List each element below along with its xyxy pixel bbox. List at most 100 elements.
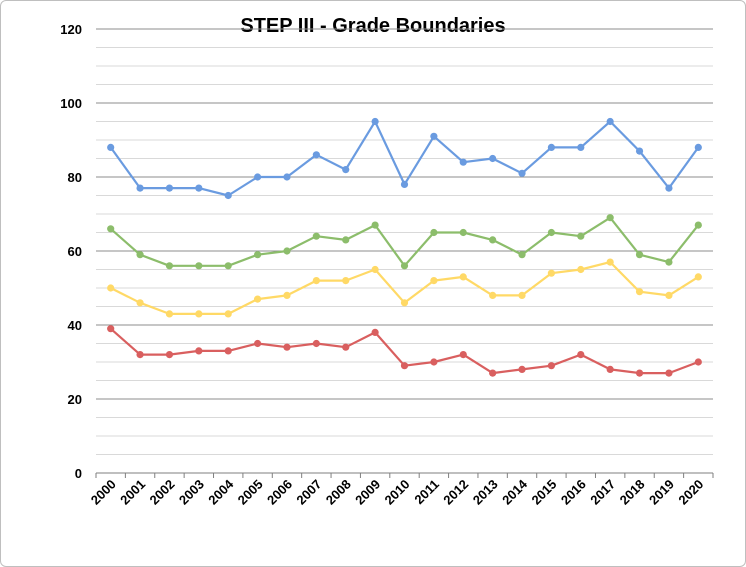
x-tick-label: 2011 xyxy=(411,477,442,508)
data-point xyxy=(165,184,174,192)
data-point xyxy=(371,117,379,126)
x-tick-label: 2017 xyxy=(587,477,618,508)
data-point xyxy=(635,147,644,155)
x-tick-label: 2000 xyxy=(88,477,119,508)
x-axis: 2000200120022003200420052006200720082009… xyxy=(88,472,714,508)
data-point xyxy=(224,262,232,270)
x-tick-label: 2012 xyxy=(440,477,471,508)
x-tick-label: 2002 xyxy=(147,477,178,508)
data-point xyxy=(342,166,350,174)
y-tick-label: 80 xyxy=(68,170,82,185)
data-point xyxy=(283,247,291,255)
data-point xyxy=(489,236,497,244)
data-point xyxy=(107,325,115,333)
data-point xyxy=(136,299,144,307)
data-point xyxy=(224,310,232,318)
x-tick-label: 2019 xyxy=(646,477,677,508)
data-point xyxy=(195,310,203,318)
series-layer xyxy=(107,117,702,377)
data-point xyxy=(253,339,262,348)
data-point xyxy=(547,362,556,370)
data-point xyxy=(283,173,291,181)
data-point xyxy=(606,214,614,222)
x-tick-label: 2015 xyxy=(528,477,559,508)
data-point xyxy=(400,362,409,370)
series-1 xyxy=(107,117,702,200)
data-point xyxy=(312,277,320,285)
data-point xyxy=(195,262,203,270)
data-point xyxy=(400,180,409,188)
data-point xyxy=(665,369,673,377)
data-point xyxy=(635,369,644,377)
data-point xyxy=(371,221,379,229)
data-point xyxy=(518,169,526,177)
data-point xyxy=(459,158,467,166)
data-point xyxy=(253,295,262,303)
x-tick-label: 2010 xyxy=(382,477,413,508)
data-point xyxy=(489,369,497,377)
data-point xyxy=(107,143,115,151)
y-tick-label: 60 xyxy=(68,244,82,259)
data-point xyxy=(312,151,320,159)
data-point xyxy=(107,284,115,292)
y-tick-label: 40 xyxy=(68,318,82,333)
x-tick-label: 2020 xyxy=(675,477,706,508)
y-tick-label: 100 xyxy=(60,96,82,111)
data-point xyxy=(489,154,497,163)
data-point xyxy=(459,273,467,281)
y-tick-label: 120 xyxy=(60,22,82,37)
data-point xyxy=(283,343,291,351)
data-point xyxy=(312,232,320,240)
data-point xyxy=(577,143,585,151)
data-point xyxy=(635,251,644,259)
data-point xyxy=(253,173,262,181)
x-tick-label: 2016 xyxy=(558,477,589,508)
data-point xyxy=(224,347,232,355)
data-point xyxy=(547,143,556,151)
data-point xyxy=(606,365,614,373)
x-tick-label: 2007 xyxy=(293,477,324,508)
data-point xyxy=(136,351,144,359)
y-tick-label: 20 xyxy=(68,392,82,407)
data-point xyxy=(547,228,556,237)
x-tick-label: 2008 xyxy=(323,477,354,508)
data-point xyxy=(430,358,438,366)
x-tick-label: 2005 xyxy=(235,477,266,508)
series-2 xyxy=(107,214,702,270)
data-point xyxy=(577,232,585,240)
y-tick-label: 0 xyxy=(75,466,82,481)
data-point xyxy=(400,299,409,307)
data-point xyxy=(165,310,174,318)
data-point xyxy=(342,343,350,351)
data-point xyxy=(518,291,526,299)
x-tick-label: 2018 xyxy=(617,477,648,508)
data-point xyxy=(400,262,409,270)
data-point xyxy=(165,262,174,270)
data-point xyxy=(665,291,673,299)
data-point xyxy=(665,258,673,266)
data-point xyxy=(342,277,350,285)
data-point xyxy=(371,328,379,336)
data-point xyxy=(694,273,702,281)
data-point xyxy=(283,291,291,299)
data-point xyxy=(606,117,614,126)
x-tick-label: 2013 xyxy=(470,477,501,508)
chart-title: STEP III - Grade Boundaries xyxy=(240,15,505,37)
data-point xyxy=(577,265,585,274)
x-tick-label: 2014 xyxy=(499,476,531,508)
x-tick-label: 2006 xyxy=(264,477,295,508)
data-point xyxy=(489,291,497,299)
data-point xyxy=(459,228,467,237)
data-point xyxy=(224,191,232,200)
data-point xyxy=(635,288,644,296)
data-point xyxy=(136,251,144,259)
data-point xyxy=(577,351,585,359)
data-point xyxy=(606,258,614,266)
data-point xyxy=(195,184,203,192)
series-4 xyxy=(107,325,702,377)
data-point xyxy=(518,365,526,373)
grid xyxy=(96,28,713,455)
data-point xyxy=(694,143,702,151)
x-tick-label: 2001 xyxy=(117,477,148,508)
